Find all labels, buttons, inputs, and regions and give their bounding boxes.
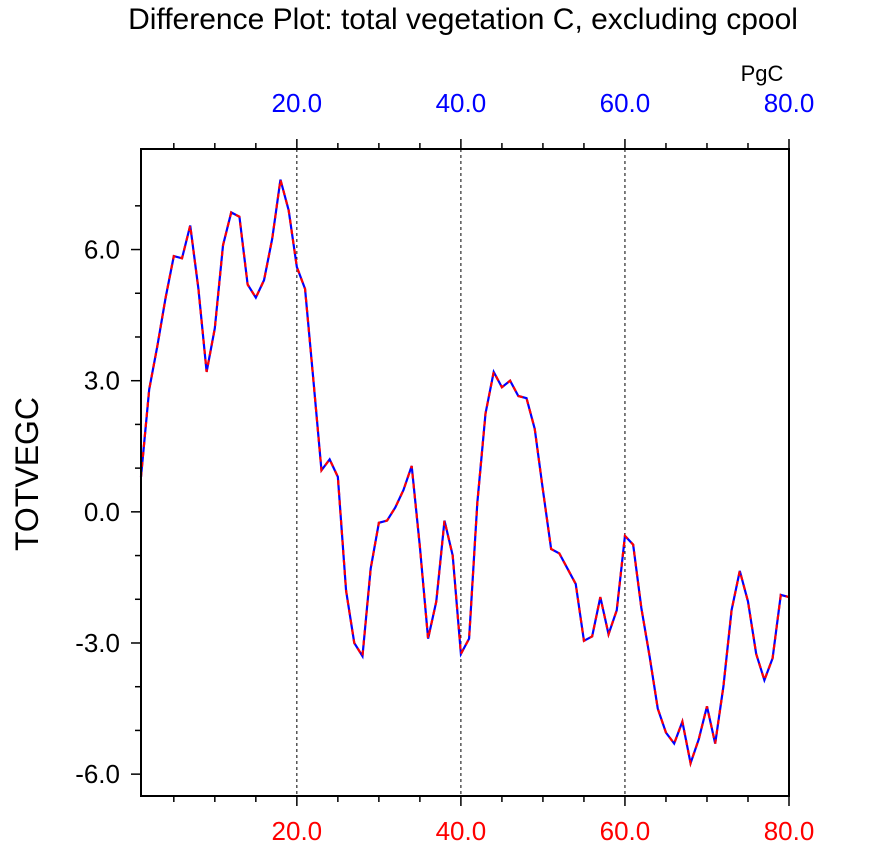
y-tick-label: -6.0 [75,759,120,789]
axis-ticks [131,139,790,806]
x-tick-label-bottom: 80.0 [764,816,815,846]
chart-title: Difference Plot: total vegetation C, exc… [128,3,798,36]
x-tick-label-bottom: 40.0 [436,816,487,846]
y-axis-label: TOTVEGC [9,397,45,551]
x-tick-labels-bottom: 20.0 40.0 60.0 80.0 [272,816,815,846]
y-tick-label: -3.0 [75,628,120,658]
x-tick-labels-top: 20.0 40.0 60.0 80.0 [272,88,815,118]
y-tick-label: 0.0 [84,497,120,527]
x-tick-label-bottom: 60.0 [600,816,651,846]
y-tick-label: 6.0 [84,235,120,265]
plot-frame [140,148,790,797]
y-tick-labels: 6.0 3.0 0.0 -3.0 -6.0 [75,235,120,790]
x-tick-label-bottom: 20.0 [272,816,323,846]
series-line-dashed [139,179,790,768]
x-tick-label-top: 80.0 [764,88,815,118]
x-tick-label-top: 40.0 [436,88,487,118]
units-label: PgC [741,61,784,86]
gridlines [296,149,626,796]
series-line-solid [139,179,790,768]
y-tick-label: 3.0 [84,366,120,396]
x-tick-label-top: 60.0 [600,88,651,118]
x-tick-label-top: 20.0 [272,88,323,118]
